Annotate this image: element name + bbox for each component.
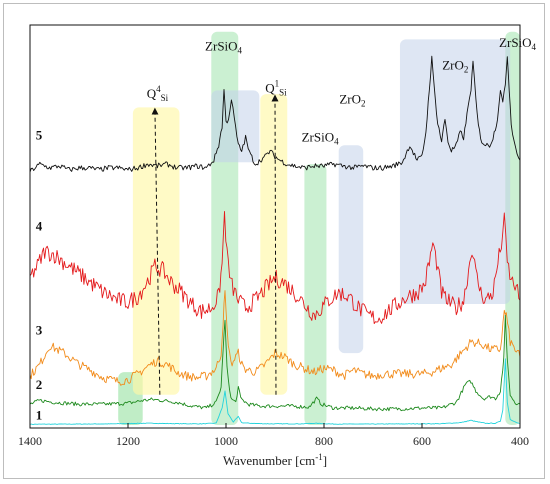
curve-label-2: 2 (36, 377, 43, 392)
x-tick-label-800: 800 (315, 434, 333, 448)
annotation-zrsio4-c: ZrSiO4 (499, 35, 537, 52)
dashed-arrow-2 (271, 94, 279, 395)
x-tick-label-600: 600 (413, 434, 431, 448)
curve-label-1: 1 (36, 407, 43, 422)
highlight-band-3 (304, 164, 327, 425)
curve-labels: 1 2 3 4 5 (36, 128, 43, 423)
x-axis-title: Wavenumber [cm-1] (223, 452, 327, 468)
curve-label-5: 5 (36, 128, 43, 143)
annotation-zrsio4-b: ZrSiO4 (302, 129, 340, 146)
annotation-zrsio4-a: ZrSiO4 (205, 39, 242, 56)
spectra-series (29, 55, 521, 425)
spectrum-3 (29, 290, 521, 386)
x-axis-ticks: 1400 1200 1000 800 600 400 (18, 423, 529, 448)
highlight-band-9 (399, 39, 511, 305)
spectrum-4 (29, 211, 521, 325)
highlight-bands (118, 31, 520, 426)
x-tick-label-1200: 1200 (116, 434, 140, 448)
x-tick-label-400: 400 (511, 434, 529, 448)
annotations: ZrSiO4 ZrSiO4 ZrSiO4 ZrO2 ZrO2 Q4Si Q1Si (147, 35, 537, 147)
highlight-band-8 (338, 145, 364, 354)
annotation-q4si: Q4Si (147, 84, 169, 103)
x-tick-label-1000: 1000 (214, 434, 238, 448)
annotation-q1si: Q1Si (265, 78, 287, 97)
curve-label-3: 3 (36, 322, 43, 337)
annotation-zro2-a: ZrO2 (339, 92, 365, 109)
dashed-arrow-1 (151, 107, 161, 395)
highlight-band-5 (132, 107, 180, 395)
spectrum-2 (29, 314, 521, 412)
arrows (151, 94, 279, 395)
spectrum-1 (29, 358, 521, 425)
x-tick-label-1400: 1400 (18, 434, 42, 448)
plot-area (29, 24, 521, 429)
spectrum-5 (29, 55, 521, 173)
figure-frame (3, 3, 545, 479)
annotation-zro2-b: ZrO2 (442, 58, 468, 75)
curve-label-4: 4 (36, 218, 43, 233)
highlight-band-6 (260, 94, 288, 395)
